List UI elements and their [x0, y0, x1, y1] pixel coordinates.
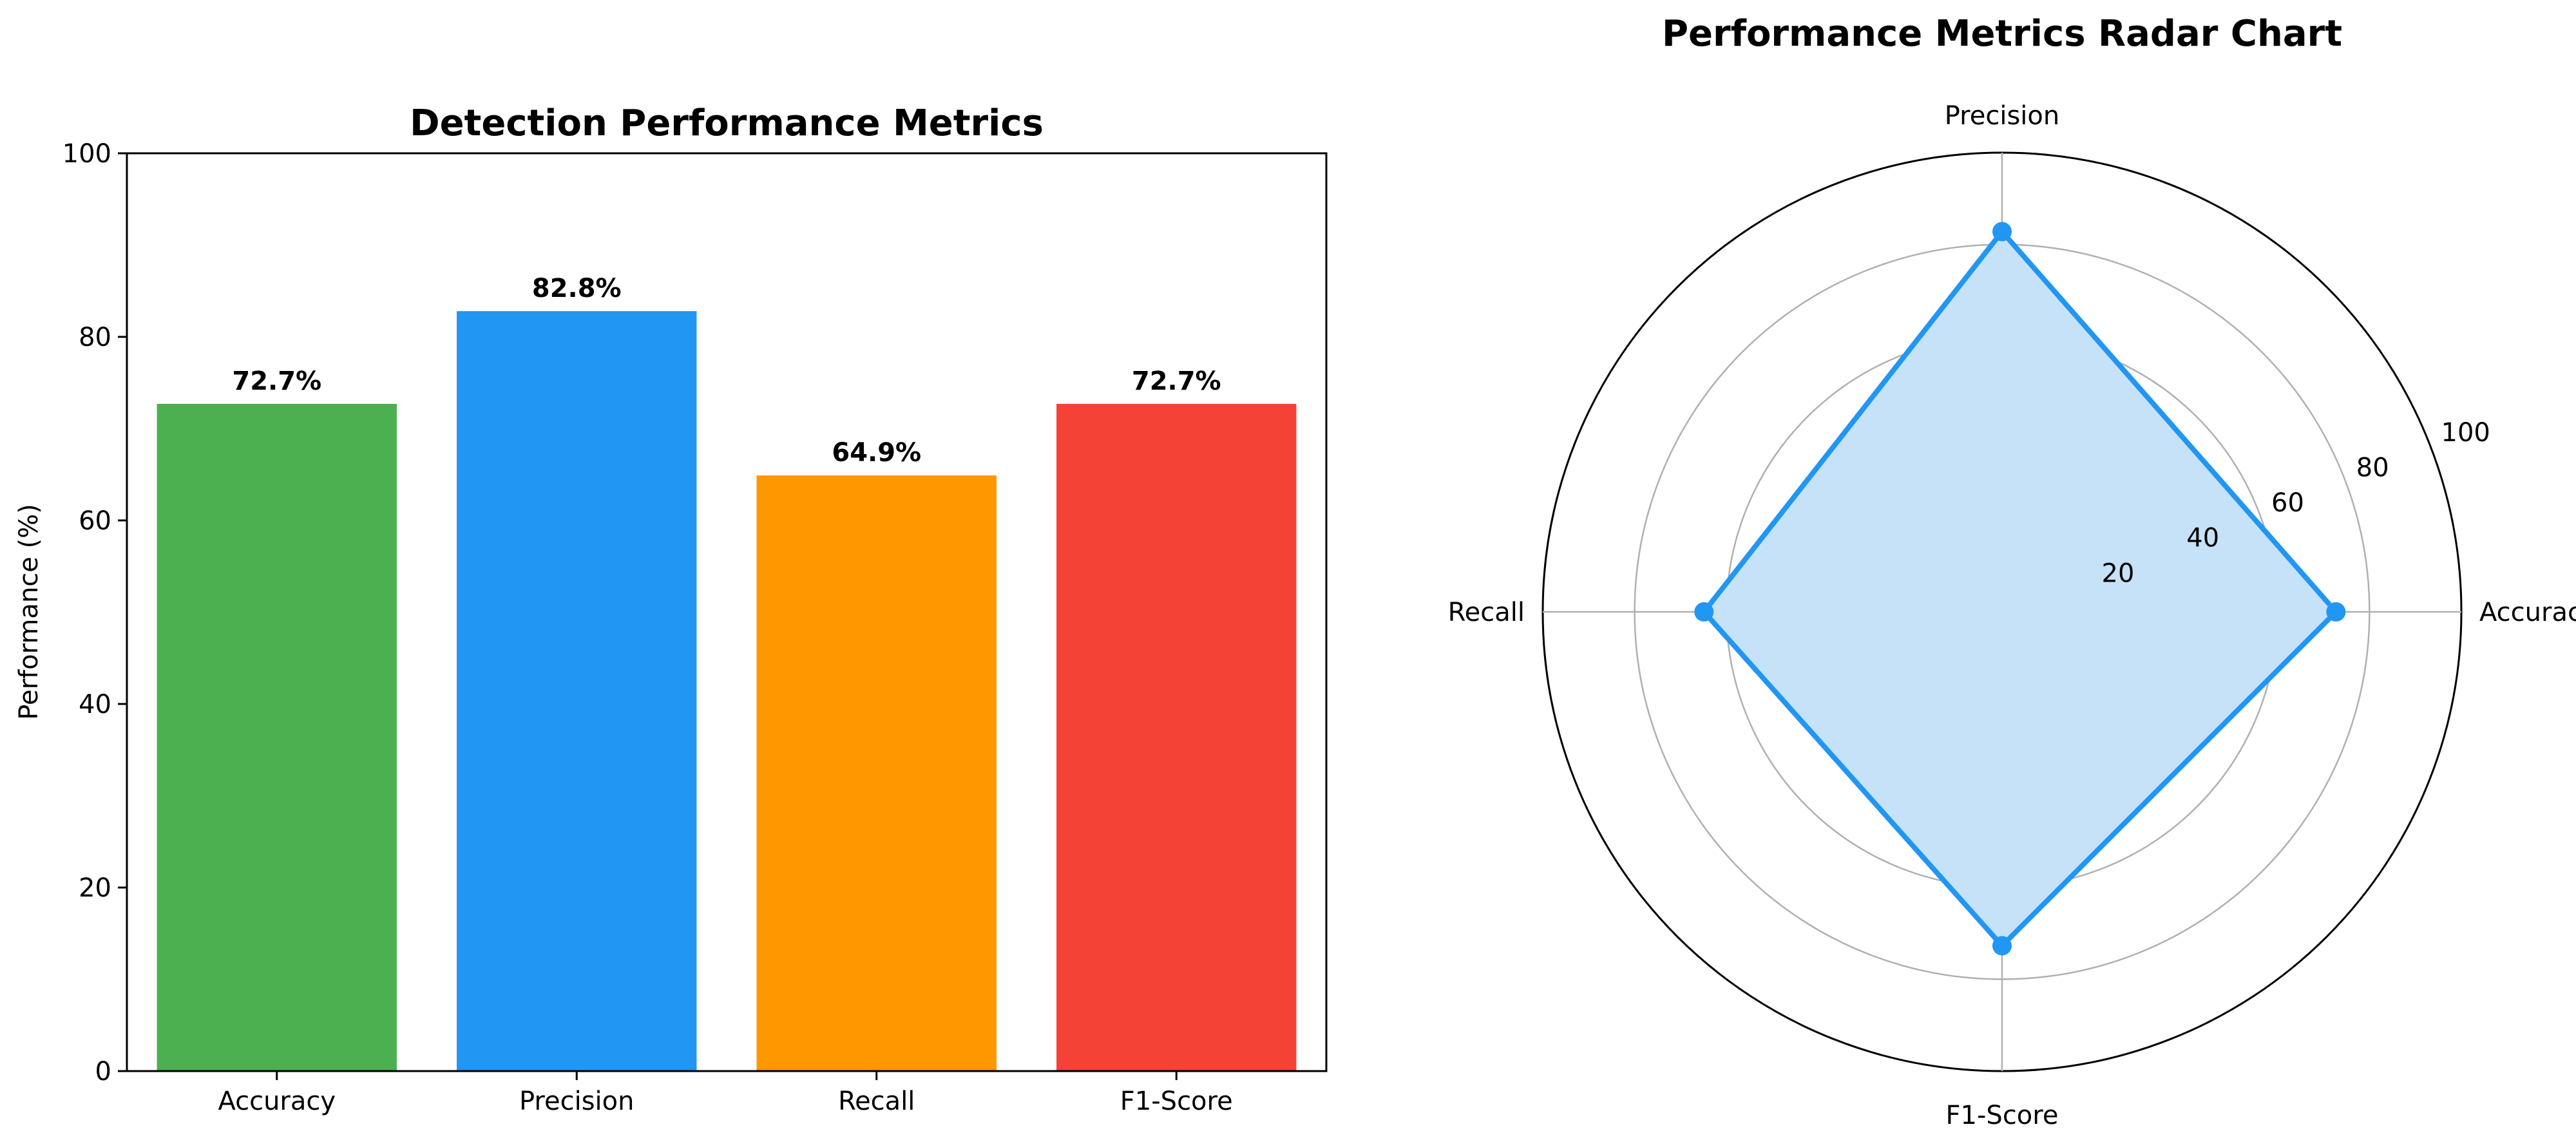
radar-chart: Performance Metrics Radar Chart 20 40 60 80…: [1448, 13, 2576, 1130]
radar-r-tick-label: 20: [2102, 558, 2135, 588]
bar-chart-x-ticks: Accuracy Precision Recall F1-Score: [218, 1071, 1233, 1116]
bar-chart-frame: [126, 152, 1328, 1072]
radar-point-f1-score: [1992, 936, 2012, 956]
y-tick-label: 80: [79, 323, 111, 352]
radar-chart-title: Performance Metrics Radar Chart: [1662, 13, 2342, 55]
y-tick-label: 0: [95, 1057, 111, 1087]
bar-chart: Detection Performance Metrics Performanc…: [14, 102, 1328, 1116]
radar-point-precision: [1992, 222, 2012, 242]
y-tick-label: 20: [79, 873, 111, 903]
radar-r-tick-label: 80: [2356, 453, 2389, 483]
radar-r-tick-label: 60: [2271, 488, 2304, 518]
radar-category-label: Accuracy: [2479, 598, 2576, 627]
y-tick-label: 60: [79, 506, 111, 536]
y-tick-label: 40: [79, 690, 111, 719]
bar-value-label: 64.9%: [832, 438, 921, 468]
radar-point-recall: [1694, 602, 1714, 622]
x-tick-label: Accuracy: [218, 1087, 336, 1116]
radar-category-label: Recall: [1448, 598, 1525, 627]
radar-category-label: F1-Score: [1946, 1101, 2059, 1130]
radar-r-tick-label: 100: [2441, 418, 2490, 448]
radar-category-label: Precision: [1945, 101, 2059, 131]
x-tick-label: Recall: [838, 1087, 915, 1116]
bar-chart-y-ticks: 0 20 40 60 80 100: [62, 139, 127, 1087]
bar-recall: [756, 475, 997, 1071]
radar-r-tick-label: 40: [2186, 524, 2219, 553]
bar-chart-y-axis-label: Performance (%): [14, 504, 44, 719]
radar-chart-series: [1694, 222, 2346, 956]
bar-f1-score: [1056, 404, 1297, 1071]
bar-accuracy: [157, 404, 397, 1071]
bar-value-label: 72.7%: [232, 366, 321, 396]
bar-chart-title: Detection Performance Metrics: [410, 102, 1044, 144]
bar-value-label: 72.7%: [1132, 366, 1221, 396]
radar-point-accuracy: [2326, 602, 2346, 622]
bar-value-label: 82.8%: [532, 274, 622, 303]
x-tick-label: F1-Score: [1120, 1087, 1233, 1116]
bar-precision: [457, 311, 697, 1072]
bar-chart-bars: 72.7% 82.8% 64.9% 72.7%: [157, 274, 1297, 1072]
radar-chart-labels: 20 40 60 80 100 Accuracy Precision Recall F1-Sco…: [1448, 101, 2576, 1130]
y-tick-label: 100: [62, 139, 111, 169]
x-tick-label: Precision: [519, 1087, 634, 1116]
